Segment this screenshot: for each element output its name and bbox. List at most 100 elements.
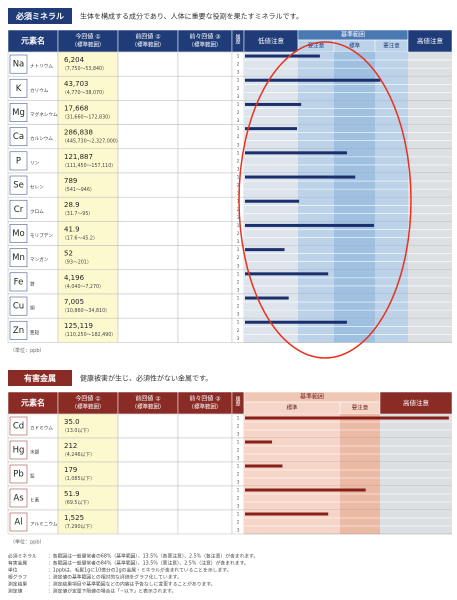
symbol-box (9, 296, 28, 316)
history-mark: 2 (237, 520, 240, 526)
element-name: リン (30, 161, 40, 166)
previous-cell (177, 100, 233, 125)
previous-cell (117, 172, 179, 198)
element-symbol: Se (13, 181, 24, 191)
history-mark: 1 (237, 150, 240, 156)
previous-cell (177, 437, 233, 463)
element-symbol: Cu (13, 302, 24, 312)
history-mark: 1 (237, 416, 240, 422)
graph-zone (375, 197, 408, 222)
element-symbol: Mo (12, 229, 25, 239)
current-cell (57, 461, 119, 487)
header-label: 標準 (286, 404, 298, 412)
header-label: 履歴 (235, 34, 241, 45)
graph-bar (245, 512, 329, 516)
element-name: 水銀 (30, 449, 40, 456)
history-mark: 1 (237, 464, 240, 470)
history-mark: 3 (237, 312, 240, 318)
element-symbol: Hg (13, 446, 25, 456)
symbol-box (9, 416, 28, 436)
graph-bar (245, 199, 300, 203)
history-mark: 2 (237, 86, 240, 92)
header-label: 要注意 (383, 42, 400, 50)
graph-zone (408, 318, 452, 343)
graph-zone (334, 197, 375, 222)
symbol-box (9, 127, 28, 147)
current-range: （13.0以下） (62, 428, 92, 434)
history-mark: 3 (237, 142, 240, 148)
current-value: 286,838 (64, 129, 93, 137)
symbol-box (9, 488, 28, 508)
current-value: 125,119 (64, 322, 93, 330)
header-label: （標準範囲） (71, 41, 104, 49)
history-mark: 1 (237, 440, 240, 446)
graph-zone (408, 221, 452, 246)
history-mark: 2 (237, 110, 240, 116)
history-mark: 3 (237, 504, 240, 510)
history-mark: 3 (237, 70, 240, 76)
current-range: （4,040〜7,270） (62, 284, 104, 290)
graph-zone (408, 100, 452, 125)
graph-bar (245, 272, 329, 276)
footnote-text: ：各範囲は一般健常者の84%（基準範囲）、13.5%（要注意）、2.5%（注意）… (48, 560, 249, 567)
previous-cell (177, 124, 233, 150)
current-cell (57, 124, 119, 150)
current-value: 28.9 (64, 201, 80, 209)
section-tab (8, 370, 72, 386)
graph-zone (375, 173, 408, 198)
current-value: 121,887 (64, 153, 93, 161)
header-label: （標準範囲） (188, 41, 221, 49)
graph-zone (380, 438, 452, 462)
current-range: （69.5以下） (62, 500, 92, 506)
header-label: 前々回値 ③ (189, 395, 220, 403)
graph-zone (298, 245, 334, 270)
header-label: （標準範囲） (71, 403, 104, 411)
graph-zone (408, 294, 452, 319)
current-range: （31,660〜172,830） (62, 114, 113, 120)
history-mark: 2 (237, 231, 240, 237)
graph-bar (245, 248, 285, 252)
element-name: カルシウム (30, 135, 53, 142)
previous-cell (117, 293, 179, 319)
graph-bar (245, 223, 374, 227)
element-name: 鉄 (30, 280, 35, 287)
history-mark: 1 (237, 126, 240, 132)
graph-zone (334, 294, 375, 319)
graph-bar (245, 464, 283, 468)
element-name: アルミニウム (30, 521, 58, 528)
graph-zone (340, 462, 380, 486)
graph-zone (375, 318, 408, 343)
element-symbol: Ca (13, 132, 24, 142)
current-value: 7,005 (64, 298, 84, 306)
footnote-text: ：各範囲は一般健常者の68%（基準範囲）、13.5%（各要注意）、2.5%（各注… (48, 553, 258, 560)
symbol-box (9, 151, 28, 171)
header-label: 要注意 (308, 42, 325, 50)
symbol-box (9, 320, 28, 340)
graph-zone (375, 100, 408, 125)
current-cell (57, 509, 119, 535)
graph-zone (334, 269, 375, 294)
history-mark: 3 (237, 215, 240, 221)
current-cell (57, 221, 119, 246)
current-range: （4,770〜38,070） (62, 90, 107, 96)
current-range: （17.6〜45.2） (62, 235, 98, 241)
previous-cell (117, 148, 179, 174)
graph-zone (375, 148, 408, 173)
graph-zone (340, 438, 380, 462)
graph-zone (408, 52, 452, 77)
element-symbol: As (13, 494, 24, 504)
graph-zone (380, 510, 452, 534)
graph-bar (245, 102, 302, 106)
history-mark: 1 (237, 320, 240, 326)
header-label: 今回値 ① (75, 33, 100, 41)
graph-zone (408, 269, 452, 294)
history-mark: 3 (237, 287, 240, 293)
header-label: 元素名 (21, 398, 45, 408)
annotation-ellipse (238, 41, 412, 359)
current-value: 41.9 (64, 225, 80, 233)
history-mark: 1 (237, 175, 240, 181)
graph-zone (375, 269, 408, 294)
current-cell (57, 317, 119, 343)
history-mark: 2 (237, 304, 240, 310)
